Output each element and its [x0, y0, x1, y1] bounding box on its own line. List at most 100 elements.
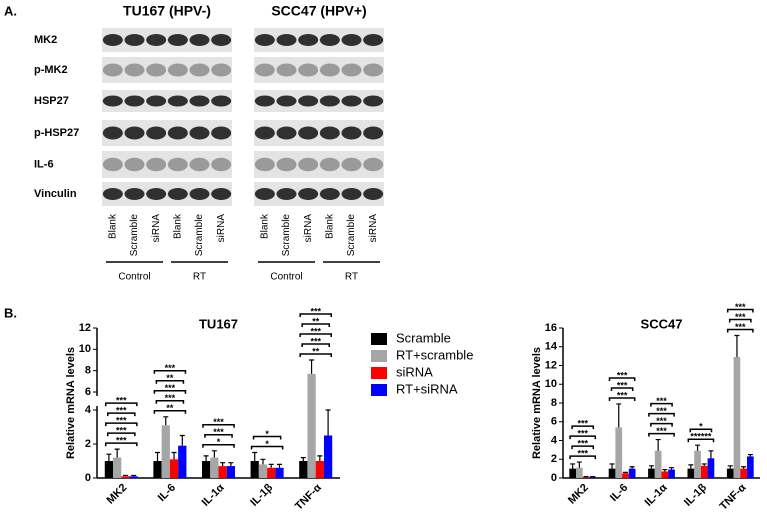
- bar: [576, 468, 583, 478]
- legend-swatch: [371, 333, 387, 345]
- error-bar: [317, 456, 322, 461]
- blot-band: [363, 96, 383, 107]
- lane-label: Scramble: [346, 214, 357, 257]
- x-tick-label: TNF-α: [717, 482, 748, 513]
- error-bar: [212, 451, 217, 458]
- error-bar: [277, 464, 282, 467]
- bar: [694, 451, 701, 478]
- y-tick-label: 4: [85, 404, 92, 416]
- blot-band: [320, 127, 340, 140]
- sig-label: ***: [310, 336, 321, 346]
- blot-band: [211, 64, 231, 77]
- y-tick-label: 6: [85, 386, 91, 398]
- error-bar: [326, 410, 331, 436]
- sig-label: *: [265, 439, 269, 449]
- bar: [655, 451, 662, 478]
- lane-label: siRNA: [216, 214, 227, 243]
- group-label: RT: [193, 272, 206, 283]
- blot-band: [168, 96, 188, 107]
- error-bar: [695, 445, 700, 451]
- sig-label: *: [217, 437, 221, 447]
- blot-band: [342, 158, 362, 172]
- legend-label: siRNA: [396, 364, 433, 379]
- bar: [219, 466, 227, 478]
- bar: [299, 461, 307, 478]
- group-label: Control: [270, 272, 302, 283]
- sig-label: ***: [310, 326, 321, 336]
- lane-label: Blank: [107, 213, 118, 239]
- blot-band: [342, 64, 362, 77]
- lane-label: siRNA: [303, 214, 314, 243]
- blot-band: [103, 127, 123, 140]
- lane-label: Blank: [324, 213, 335, 239]
- row-label: MK2: [34, 34, 57, 46]
- blot-band: [168, 34, 188, 46]
- bar: [583, 477, 590, 478]
- blot-title: SCC47 (HPV+): [271, 3, 366, 19]
- sig-label: ***: [617, 390, 628, 400]
- blot-band: [190, 96, 210, 107]
- chart-title: TU167: [199, 316, 238, 331]
- blot-band: [168, 64, 188, 77]
- sig-label: ***: [116, 435, 127, 445]
- y-axis-label: Relative mRNA levels: [531, 347, 543, 459]
- bar: [227, 466, 235, 478]
- bar: [251, 461, 259, 478]
- sig-label: ***: [656, 396, 667, 406]
- blot-band: [125, 158, 145, 172]
- blot-band: [255, 64, 275, 77]
- blot-band: [298, 127, 318, 140]
- blot-band: [255, 34, 275, 46]
- y-tick-label: 2: [551, 453, 557, 465]
- blot-band: [168, 127, 188, 140]
- x-tick-label: MK2: [105, 482, 130, 507]
- y-tick-label: 16: [545, 322, 557, 334]
- blot-band: [211, 96, 231, 107]
- blot-band: [125, 127, 145, 140]
- error-bar: [309, 360, 314, 374]
- bar: [701, 466, 708, 478]
- legend-label: Scramble: [396, 330, 451, 345]
- lane-label: Blank: [259, 213, 270, 239]
- row-label: p-HSP27: [34, 127, 79, 139]
- blot-band: [190, 158, 210, 172]
- group-label: Control: [118, 272, 150, 283]
- blot-band: [320, 34, 340, 46]
- y-axis-label: Relative mRNA levels: [65, 347, 77, 459]
- sig-label: **: [312, 316, 320, 326]
- blot-band: [342, 34, 362, 46]
- blot-band: [125, 34, 145, 46]
- sig-label: ***: [735, 302, 746, 312]
- blot-band: [363, 34, 383, 46]
- bar: [162, 425, 170, 478]
- error-bar: [570, 464, 575, 469]
- blot-band: [146, 64, 166, 77]
- error-bar: [734, 336, 739, 358]
- error-bar: [163, 417, 168, 426]
- blot-band: [320, 158, 340, 172]
- bar: [734, 357, 741, 478]
- blot-band: [255, 96, 275, 107]
- blot-band: [125, 64, 145, 77]
- error-bar: [688, 465, 693, 469]
- error-bar: [616, 404, 621, 427]
- error-bar: [204, 456, 209, 461]
- blot-band: [146, 96, 166, 107]
- bar: [688, 469, 695, 478]
- sig-label: ***: [165, 363, 176, 373]
- y-tick-label: 4: [551, 434, 558, 446]
- error-bar: [656, 440, 661, 451]
- x-tick-label: MK2: [566, 482, 591, 507]
- error-bar: [649, 466, 654, 469]
- error-bar: [301, 458, 306, 461]
- sig-label: *: [699, 422, 703, 432]
- sig-label: ***: [577, 448, 588, 458]
- sig-label: ***: [617, 380, 628, 390]
- sig-label: ***: [735, 322, 746, 332]
- sig-label: ***: [656, 416, 667, 426]
- blot-band: [211, 158, 231, 172]
- x-tick-label: IL-1α: [643, 482, 670, 509]
- legend-swatch: [371, 384, 387, 396]
- bar: [569, 469, 576, 478]
- x-tick-label: IL-1α: [200, 482, 227, 509]
